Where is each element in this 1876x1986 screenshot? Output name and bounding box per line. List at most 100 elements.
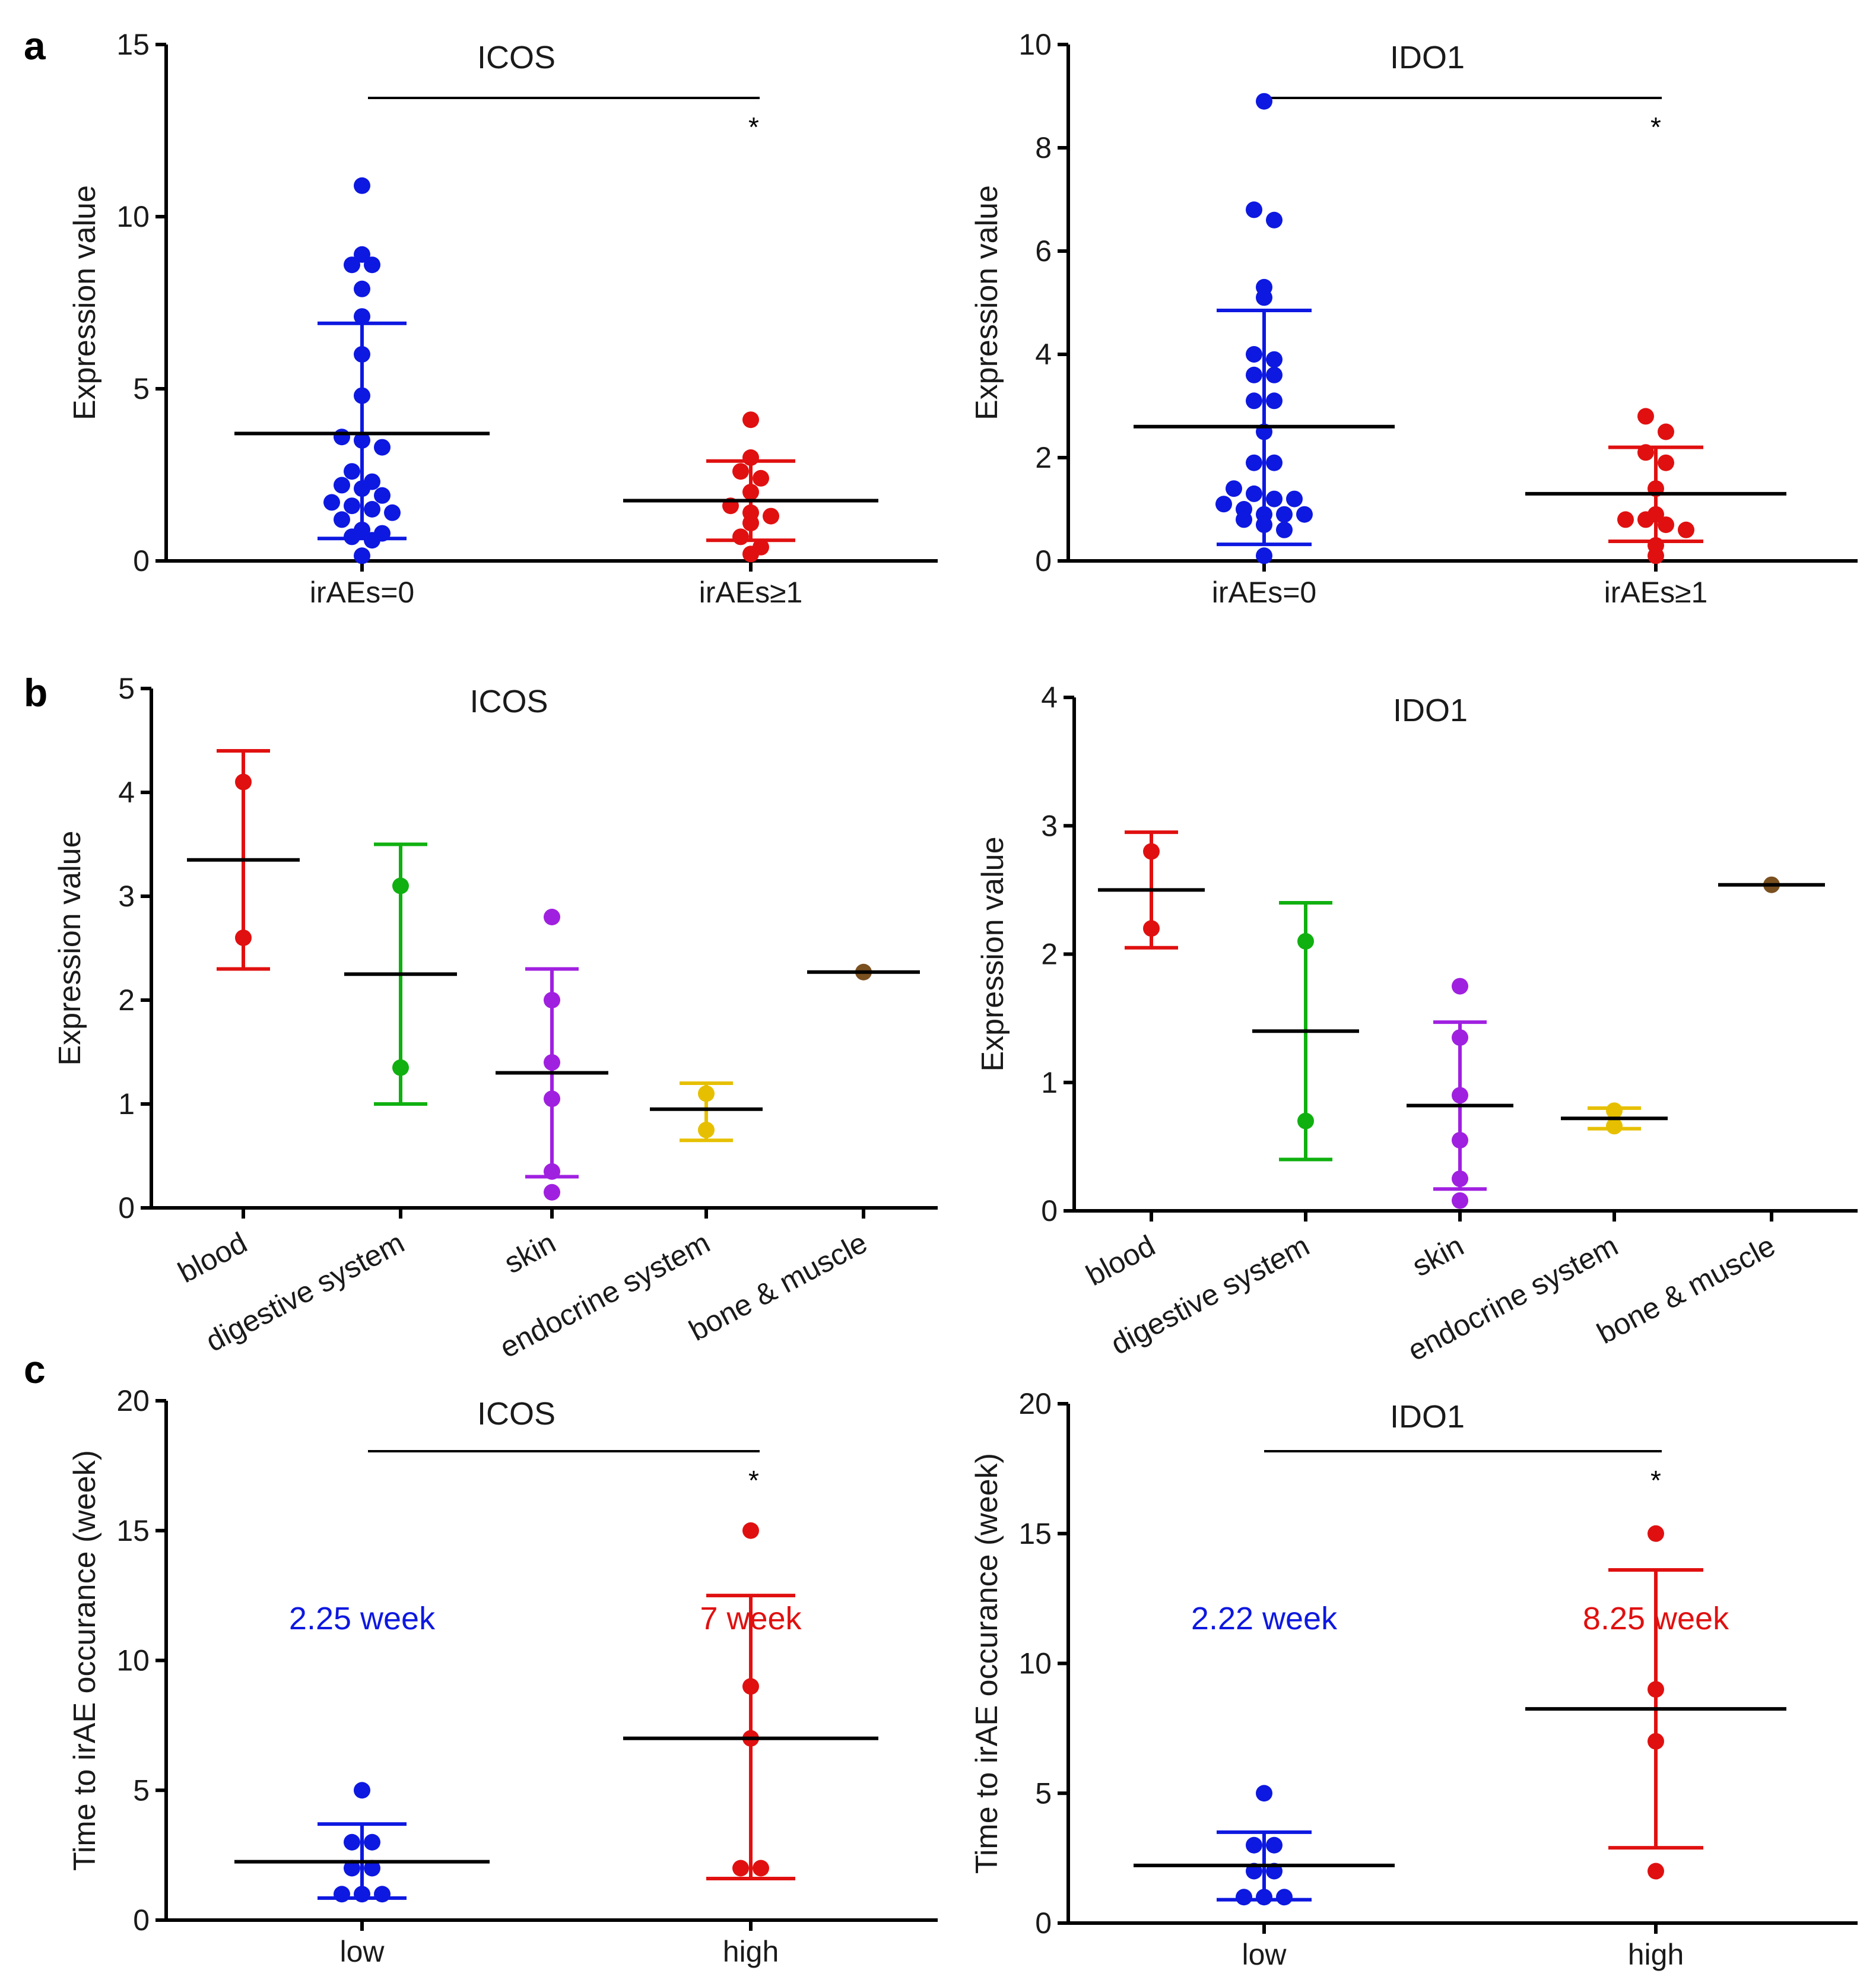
chart-title: ICOS (477, 1396, 556, 1432)
data-point (1637, 511, 1654, 528)
data-point (374, 1886, 391, 1903)
data-point (1266, 211, 1283, 229)
y-tick-label: 0 (1035, 544, 1052, 578)
data-point (1266, 366, 1283, 383)
data-point (732, 528, 749, 545)
data-point (384, 504, 401, 521)
data-point (334, 429, 350, 446)
data-point (544, 1054, 560, 1071)
data-point (742, 1678, 759, 1695)
data-point (1297, 932, 1314, 950)
y-axis-label: Time to irAE occurance (week) (970, 1453, 1004, 1874)
group-skin (496, 909, 608, 1201)
data-point (1246, 201, 1262, 218)
y-tick-label: 1 (118, 1087, 135, 1121)
data-point (742, 484, 759, 500)
data-point (1256, 93, 1272, 110)
y-tick-label: 5 (1035, 1776, 1052, 1810)
significance-star: * (1650, 112, 1661, 142)
x-tick-label: low (339, 1935, 385, 1968)
data-point (1648, 1525, 1664, 1542)
data-point (1266, 351, 1283, 368)
chart-1-icos: 0 5 10 15 Expression value ICOS * irAEs=0 irAEs≥… (68, 28, 938, 609)
data-point (1256, 1889, 1272, 1906)
data-point (1452, 1192, 1468, 1209)
y-tick-label: 3 (118, 880, 135, 913)
y-tick-label: 0 (133, 1903, 150, 1937)
data-point (1246, 454, 1262, 471)
data-point (753, 1860, 769, 1877)
mean-annotation: 7 week (700, 1601, 802, 1636)
data-point (544, 1090, 560, 1108)
data-point (742, 411, 759, 429)
panel-label-b: b (24, 671, 47, 715)
data-point (544, 1184, 560, 1201)
data-point (1648, 1733, 1664, 1750)
data-point (354, 177, 370, 194)
data-point (1266, 1836, 1283, 1854)
mean-annotation: 2.25 week (289, 1601, 436, 1636)
x-tick-label: high (723, 1935, 779, 1968)
group-low: 2.25 week (234, 1601, 490, 1903)
y-axis-label: Expression value (68, 185, 102, 420)
data-point (354, 246, 370, 263)
data-point (344, 528, 360, 545)
data-point (1648, 1681, 1664, 1698)
data-point (1296, 506, 1313, 523)
data-point (1617, 511, 1634, 528)
chart-6-ido1: 0 5 10 15 20 Time to irAE occurance (week) IDO… (970, 1387, 1858, 1971)
data-point (732, 1860, 749, 1877)
data-point (392, 877, 409, 894)
data-point (344, 1833, 360, 1851)
x-tick-label: skin (1407, 1229, 1469, 1283)
group-high: 7 week (623, 1522, 878, 1880)
data-point (753, 469, 769, 487)
data-point (1143, 843, 1160, 860)
data-point (354, 387, 370, 404)
data-point (1452, 1170, 1468, 1187)
data-point (1678, 521, 1694, 538)
x-tick-label: blood (1081, 1229, 1160, 1292)
chart-5-icos: 0 5 10 15 20 Time to irAE occurance (week) ICO… (68, 1384, 938, 1968)
data-point (354, 346, 370, 363)
data-point (1452, 1087, 1468, 1104)
group-digestive-system (1252, 901, 1359, 1162)
y-tick-label: 10 (116, 200, 150, 233)
group-blood (1098, 830, 1205, 950)
group-digestive-system (344, 842, 457, 1106)
data-point (334, 477, 350, 494)
data-point (354, 432, 370, 449)
data-point (1226, 480, 1242, 497)
data-point (1256, 516, 1272, 534)
y-tick-label: 15 (116, 1514, 150, 1547)
data-point (235, 773, 252, 791)
x-tick-label: irAEs=0 (1212, 576, 1316, 609)
data-point (1276, 521, 1293, 538)
data-point (344, 256, 360, 274)
x-tick-label: high (1628, 1938, 1684, 1971)
data-point (374, 439, 391, 456)
data-point (1246, 1836, 1262, 1854)
y-tick-label: 20 (1018, 1387, 1052, 1420)
data-point (1452, 978, 1468, 995)
x-tick-label: bone & muscle (684, 1226, 872, 1347)
data-point (364, 1860, 380, 1877)
group-high: 8.25 week (1525, 1525, 1786, 1880)
data-point (323, 494, 340, 511)
data-point (364, 532, 380, 549)
data-point (1658, 423, 1674, 440)
x-tick-label: blood (173, 1226, 252, 1289)
group-endocrine-system (650, 1081, 763, 1143)
data-point (1658, 454, 1674, 471)
y-tick-label: 10 (116, 1644, 150, 1677)
data-point (544, 992, 560, 1008)
panel-label-a: a (24, 24, 46, 68)
group-iraes-1 (623, 411, 878, 563)
y-axis-label: Expression value (976, 837, 1010, 1072)
data-point (1143, 920, 1160, 937)
significance-star: * (1650, 1465, 1661, 1496)
data-point (1276, 506, 1293, 523)
y-tick-label: 4 (1041, 681, 1058, 714)
y-tick-label: 5 (133, 1774, 150, 1807)
